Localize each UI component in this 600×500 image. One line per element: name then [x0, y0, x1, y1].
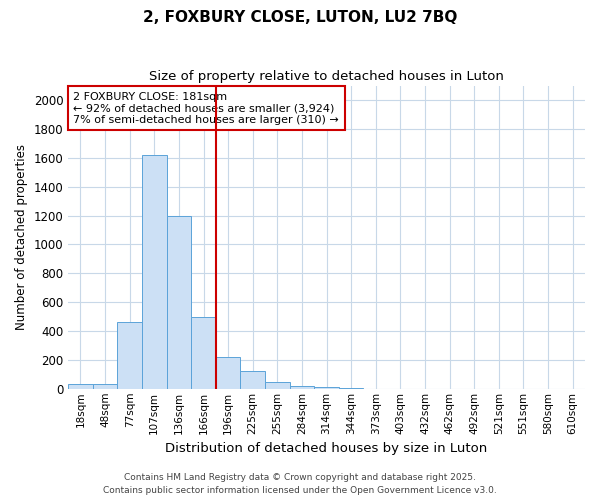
- Text: 2 FOXBURY CLOSE: 181sqm
← 92% of detached houses are smaller (3,924)
7% of semi-: 2 FOXBURY CLOSE: 181sqm ← 92% of detache…: [73, 92, 339, 125]
- Bar: [339, 388, 364, 389]
- Bar: [216, 357, 241, 389]
- Bar: [191, 316, 216, 389]
- Y-axis label: Number of detached properties: Number of detached properties: [15, 144, 28, 330]
- Bar: [93, 384, 118, 389]
- Title: Size of property relative to detached houses in Luton: Size of property relative to detached ho…: [149, 70, 504, 83]
- Bar: [265, 382, 290, 389]
- Text: Contains HM Land Registry data © Crown copyright and database right 2025.
Contai: Contains HM Land Registry data © Crown c…: [103, 473, 497, 495]
- Bar: [118, 322, 142, 389]
- Bar: [167, 216, 191, 389]
- Bar: [241, 372, 265, 389]
- Bar: [314, 388, 339, 389]
- Text: 2, FOXBURY CLOSE, LUTON, LU2 7BQ: 2, FOXBURY CLOSE, LUTON, LU2 7BQ: [143, 10, 457, 25]
- Bar: [142, 155, 167, 389]
- Bar: [68, 384, 93, 389]
- X-axis label: Distribution of detached houses by size in Luton: Distribution of detached houses by size …: [166, 442, 488, 455]
- Bar: [290, 386, 314, 389]
